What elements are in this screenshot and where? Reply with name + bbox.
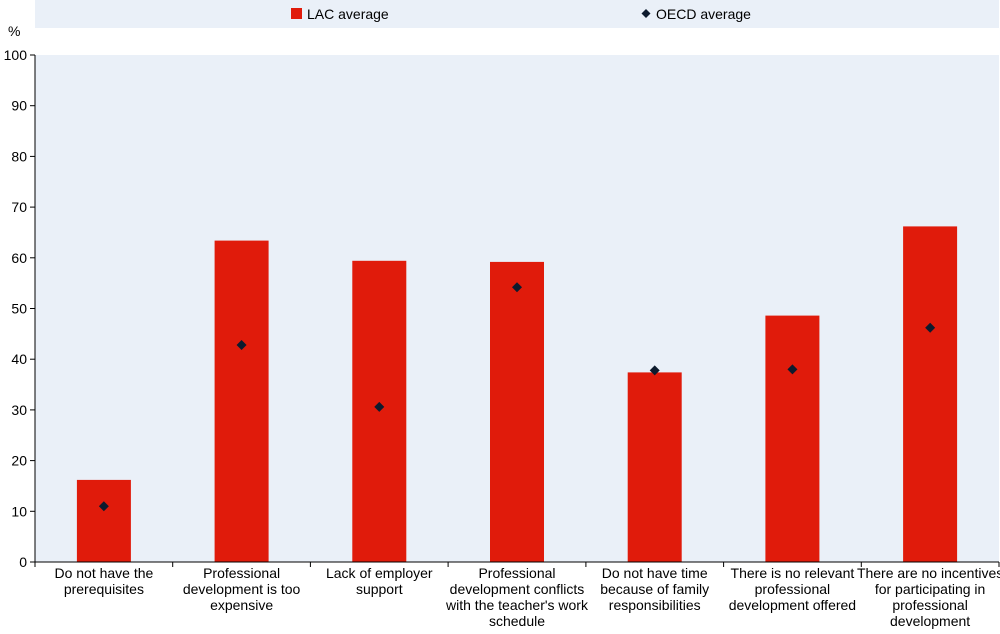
y-tick-label: 80: [11, 148, 27, 164]
legend-box: [35, 0, 999, 28]
bar-lac-average: [214, 240, 269, 562]
legend-label-oecd: OECD average: [656, 6, 751, 22]
y-tick-label: 100: [4, 47, 28, 63]
legend-swatch-lac: [291, 8, 302, 19]
category-label: Professional development is too expensive: [183, 565, 301, 613]
marker-oecd-average: [649, 365, 660, 376]
marker-oecd-average: [925, 322, 936, 333]
legend-marker-oecd: [641, 9, 651, 18]
y-tick-label: 90: [11, 98, 27, 114]
y-tick-label: 70: [11, 199, 27, 215]
y-tick-label: 60: [11, 250, 27, 266]
y-tick-label: 0: [19, 554, 27, 570]
marker-oecd-average: [512, 282, 522, 293]
marker-oecd-average: [236, 340, 247, 351]
y-tick-label: 30: [11, 402, 27, 418]
marker-oecd-average: [98, 501, 109, 512]
bar-lac-average: [903, 226, 958, 562]
legend-label-lac: LAC average: [307, 6, 389, 22]
bar-lac-average: [627, 372, 682, 562]
y-tick-label: 50: [11, 301, 27, 317]
bar-lac-average: [765, 315, 820, 562]
bar-lac-average: [76, 479, 131, 562]
y-axis-unit: %: [8, 23, 20, 39]
bar-lac-average: [490, 261, 544, 562]
marker-oecd-average: [374, 401, 385, 412]
category-label: Do not have the prerequisites: [54, 565, 153, 597]
marker-oecd-average: [787, 364, 798, 375]
category-label: Lack of employer support: [326, 565, 433, 597]
category-label: Professional development conflicts with th…: [445, 565, 589, 629]
y-tick-label: 20: [11, 453, 27, 469]
category-label: There is no relevant professional developm…: [729, 565, 856, 613]
category-label: There are no incentives for participating…: [857, 565, 1000, 629]
y-tick-label: 10: [11, 503, 27, 519]
category-label: Do not have time because of family respons…: [600, 565, 709, 613]
y-tick-label: 40: [11, 351, 27, 367]
